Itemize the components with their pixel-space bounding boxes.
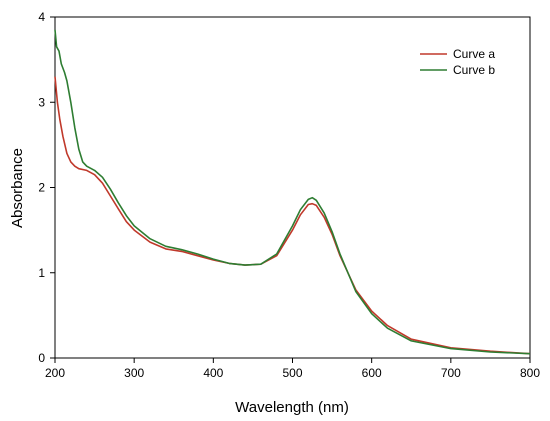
y-axis-title: Absorbance xyxy=(9,148,26,228)
x-tick-label: 400 xyxy=(203,366,223,380)
legend-label-curve-b: Curve b xyxy=(453,63,495,77)
y-axis: 0 1 2 3 4 xyxy=(38,10,55,365)
x-axis: 200 300 400 500 600 700 800 xyxy=(45,358,540,380)
y-tick-label: 1 xyxy=(38,266,45,280)
y-tick-label: 4 xyxy=(38,10,45,24)
legend-label-curve-a: Curve a xyxy=(453,47,495,61)
x-tick-label: 200 xyxy=(45,366,65,380)
x-tick-label: 700 xyxy=(441,366,461,380)
x-tick-label: 600 xyxy=(362,366,382,380)
x-tick-label: 500 xyxy=(282,366,302,380)
y-tick-label: 3 xyxy=(38,95,45,109)
x-tick-label: 800 xyxy=(520,366,540,380)
series-line-curve-b xyxy=(54,29,531,355)
y-tick-label: 0 xyxy=(38,351,45,365)
y-tick-label: 2 xyxy=(38,181,45,195)
series-layer xyxy=(54,29,531,355)
x-tick-label: 300 xyxy=(124,366,144,380)
x-axis-title: Wavelength (nm) xyxy=(235,399,349,416)
legend: Curve a Curve b xyxy=(420,47,495,77)
